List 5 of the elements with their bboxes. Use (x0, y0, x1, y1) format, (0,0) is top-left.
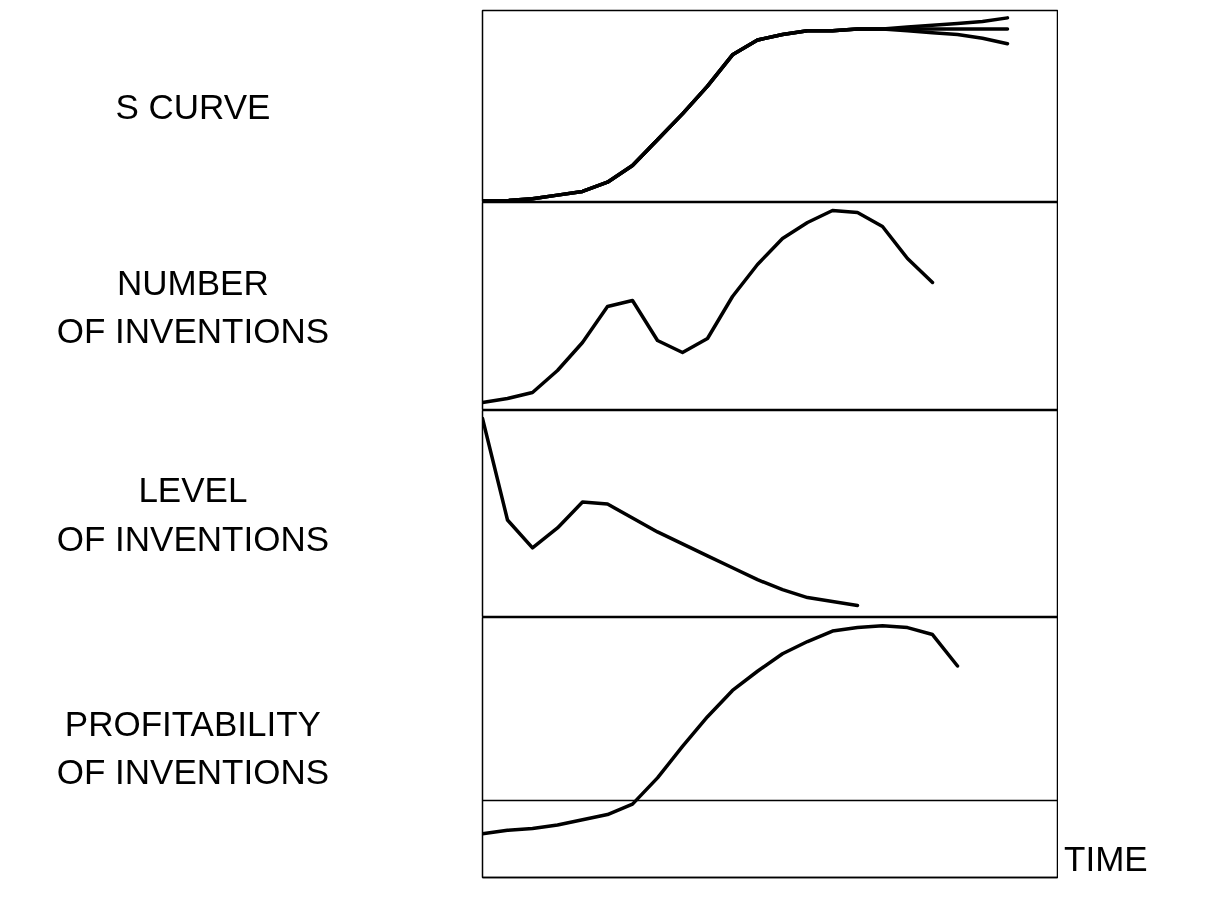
y-axis-title: LEVEL OF INVENTIONS (56, 470, 330, 558)
y-axis-title: S CURVE (115, 87, 271, 126)
y-axis-title: NUMBER OF INVENTIONS (56, 262, 330, 351)
x-axis-title: TIME (1064, 838, 1148, 878)
y-axis-title: PROFITABILITY OF INVENTIONS (56, 703, 330, 792)
